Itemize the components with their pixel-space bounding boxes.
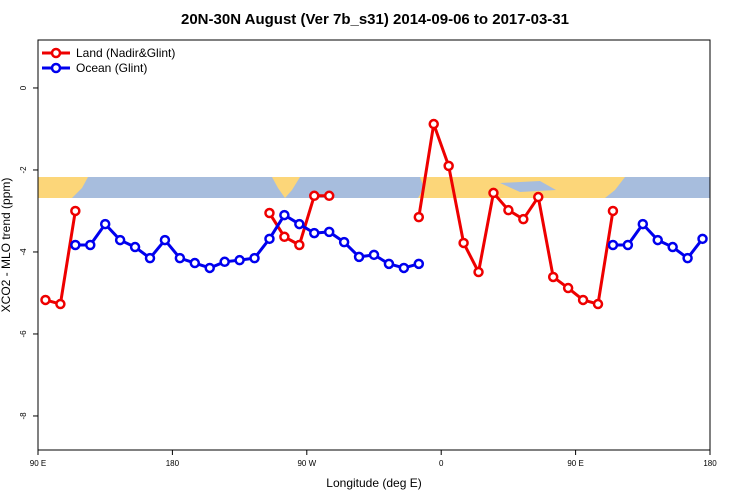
point — [488, 187, 499, 199]
point — [279, 231, 290, 243]
x-tick-label: 180 — [703, 459, 717, 468]
point — [70, 205, 81, 217]
point — [592, 298, 604, 310]
point — [443, 160, 454, 172]
point — [85, 239, 96, 251]
land-shape — [272, 177, 300, 198]
point — [562, 282, 574, 294]
point — [189, 257, 201, 269]
point — [204, 262, 215, 274]
point — [159, 234, 171, 246]
point — [503, 204, 514, 216]
x-tick-label: 90 E — [567, 459, 583, 468]
point — [667, 241, 678, 253]
x-tick-label: 180 — [166, 459, 180, 468]
point — [652, 234, 663, 246]
point — [413, 258, 425, 270]
point — [174, 252, 186, 264]
point — [264, 207, 275, 219]
point — [70, 239, 81, 251]
point — [413, 211, 425, 223]
point — [129, 241, 141, 253]
sea-shape — [500, 181, 556, 192]
point — [607, 239, 619, 251]
map-strip — [38, 177, 710, 198]
point — [249, 252, 260, 264]
point — [234, 254, 245, 266]
land-shape — [38, 177, 88, 198]
point — [473, 266, 484, 278]
point — [697, 233, 708, 245]
y-tick-label: 0 — [19, 85, 28, 90]
point — [368, 249, 380, 261]
point — [533, 191, 544, 203]
point — [309, 227, 320, 239]
x-tick-label: 0 — [439, 459, 444, 468]
point — [309, 190, 320, 202]
point — [398, 262, 410, 274]
legend-marker — [50, 62, 62, 74]
point — [353, 251, 365, 263]
point — [547, 271, 559, 283]
point — [383, 258, 395, 270]
point — [219, 256, 230, 268]
point — [682, 252, 693, 264]
x-axis-label: Longitude (deg E) — [326, 476, 421, 490]
point — [294, 218, 305, 230]
point — [40, 294, 51, 306]
legend-label: Land (Nadir&Glint) — [76, 46, 175, 60]
y-tick-label: -8 — [19, 412, 28, 420]
point — [323, 190, 335, 202]
chart-title: 20N-30N August (Ver 7b_s31) 2014-09-06 t… — [181, 11, 569, 28]
point — [607, 205, 619, 217]
point — [338, 236, 350, 248]
point — [264, 233, 275, 245]
point — [622, 239, 634, 251]
point — [323, 226, 335, 238]
plot-frame — [37, 39, 711, 451]
point — [458, 237, 469, 249]
y-tick-label: -6 — [19, 330, 28, 338]
x-tick-label: 90 E — [30, 459, 46, 468]
x-tick-label: 90 W — [297, 459, 316, 468]
point — [144, 252, 156, 264]
point — [294, 239, 305, 251]
legend-marker — [50, 47, 62, 59]
point — [637, 218, 649, 230]
legend-label: Ocean (Glint) — [76, 61, 147, 75]
y-tick-label: -2 — [19, 166, 28, 174]
point — [577, 294, 589, 306]
point — [114, 234, 126, 246]
point — [279, 209, 290, 221]
point — [428, 118, 439, 130]
point — [99, 218, 111, 230]
y-axis-label: XCO2 - MLO trend (ppm) — [0, 178, 13, 313]
point — [518, 213, 529, 225]
plot: 90 E 180 90 W 0 90 E 180 0 -2 -4 -6 -8 Land (Nadir&… — [19, 46, 717, 468]
y-tick-label: -4 — [19, 248, 28, 256]
point — [55, 298, 66, 310]
